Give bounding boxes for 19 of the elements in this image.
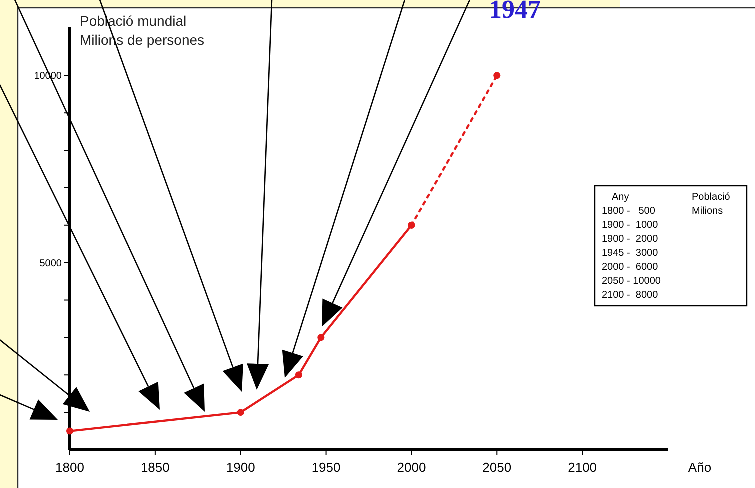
annotation: Any bbox=[612, 192, 630, 203]
x-tick-label: 1800 bbox=[56, 460, 84, 475]
x-axis-title: Año bbox=[688, 460, 712, 475]
annotation: 2100 - 8000 bbox=[602, 290, 659, 301]
annotation: 1900 - 2000 bbox=[602, 234, 659, 245]
x-tick-label: 2100 bbox=[568, 460, 598, 475]
annotation: 1900 - 1000 bbox=[602, 220, 659, 231]
text: Milions bbox=[692, 206, 724, 217]
text: Població bbox=[692, 192, 731, 203]
y-tick-label: 5000 bbox=[40, 258, 62, 270]
x-tick-label: 1950 bbox=[312, 460, 341, 475]
x-tick-label: 1850 bbox=[140, 460, 170, 475]
x-tick-label: 1900 bbox=[226, 460, 256, 475]
annotation: 2050 - 10000 bbox=[602, 276, 662, 287]
x-tick-label: 2000 bbox=[397, 460, 426, 475]
annotation: 2000 - 6000 bbox=[602, 262, 659, 273]
annotation: 1945 - 3000 bbox=[602, 248, 659, 259]
x-tick-label: 2050 bbox=[482, 460, 512, 475]
annotation: 1800 - 500 bbox=[602, 206, 656, 217]
